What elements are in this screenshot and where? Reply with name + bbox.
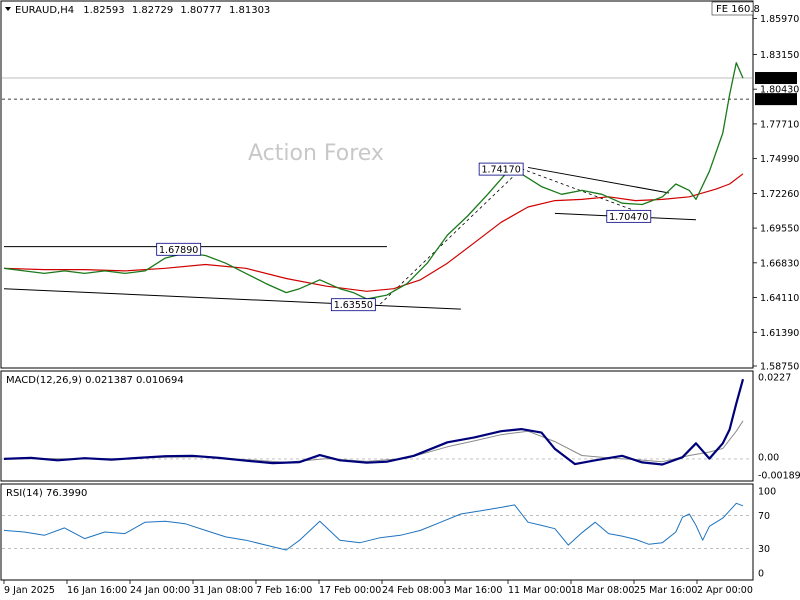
rsi-y-label: 70	[758, 511, 770, 522]
trendline	[527, 166, 670, 194]
price-annotation: 1.74170	[478, 162, 524, 176]
x-tick-label: 18 Mar 08:00	[571, 585, 634, 596]
y-tick-label: 1.77710	[760, 119, 799, 130]
x-tick-label: 24 Jan 00:00	[130, 585, 190, 596]
x-tick-label: 9 Jan 2025	[4, 585, 55, 596]
y-tick-label: 1.85970	[760, 14, 799, 25]
price-tag: 1.81303	[755, 72, 797, 85]
price-line	[3, 62, 744, 300]
x-tick-label: 3 Mar 16:00	[445, 585, 502, 596]
x-tick-label: 2 Apr 00:00	[697, 585, 753, 596]
annotation-text: 1.63550	[334, 300, 373, 311]
y-tick-label: 1.83150	[760, 50, 799, 61]
low-value: 1.80777	[180, 5, 221, 16]
macd-series-layer	[2, 378, 752, 466]
macd-y-label: 0.00	[758, 453, 779, 464]
y-tick-label: 1.80430	[760, 85, 799, 96]
watermark: Action Forex	[248, 141, 384, 166]
rsi-title: RSI(14) 76.3990	[6, 488, 87, 499]
price-tag-text: 1.81303	[758, 74, 797, 85]
rsi-series-layer	[2, 502, 752, 551]
macd-panel	[0, 370, 754, 482]
rsi-y-label: 0	[758, 569, 764, 580]
annotation-text: 1.74170	[481, 165, 520, 176]
x-tick-label: 31 Jan 08:00	[193, 585, 253, 596]
annotation-text: 1.67890	[159, 245, 198, 256]
x-tick-label: 11 Mar 00:00	[508, 585, 571, 596]
x-tick-label: 7 Feb 16:00	[256, 585, 312, 596]
price-annotation: 1.63550	[330, 298, 376, 311]
price-annotation: 1.70470	[606, 209, 652, 223]
annotation-text: 1.70470	[609, 212, 648, 223]
price-tag: 1.79650	[755, 93, 797, 106]
macd-title: MACD(12,26,9) 0.021387 0.010694	[6, 375, 184, 386]
moving-average-line	[3, 173, 744, 292]
x-tick-label: 25 Mar 16:00	[634, 585, 697, 596]
y-tick-label: 1.66830	[760, 258, 799, 269]
y-tick-label: 1.64110	[760, 293, 799, 304]
rsi-line	[3, 502, 744, 551]
svg-text:EURAUD,H4 1.82593: EURAUD,H4 1.82593 1.82729 1.80777 1.8130…	[15, 5, 270, 16]
x-tick-label: 17 Feb 00:00	[319, 585, 381, 596]
symbol-label: EURAUD,H4	[15, 5, 74, 16]
macd-line	[3, 378, 745, 466]
x-tick-label: 24 Feb 08:00	[382, 585, 444, 596]
macd-y-label: -0.00189	[758, 471, 800, 482]
y-tick-label: 1.69550	[760, 224, 799, 235]
rsi-y-label: 100	[758, 487, 776, 498]
y-tick-label: 1.72260	[760, 189, 799, 200]
y-tick-label: 1.74990	[760, 154, 799, 165]
trendline	[379, 168, 522, 305]
y-tick-label: 1.58750	[760, 362, 799, 373]
chart-header: EURAUD,H4 1.82593 1.82729 1.80777 1.8130…	[5, 5, 270, 16]
price-tag-text: 1.79650	[758, 95, 797, 106]
axes-layer: 1.85970 1.83150 1.80430 1.77710 1.74990 1.722…	[3, 14, 800, 596]
rsi-panel	[0, 483, 754, 581]
y-tick-label: 1.61390	[760, 328, 799, 339]
rsi-y-label: 30	[758, 544, 770, 555]
high-value: 1.82729	[132, 5, 173, 16]
fe-badge: FE 160.8	[711, 1, 760, 16]
fe-badge-text: FE 160.8	[716, 4, 760, 15]
main-series-layer: 1.67890 1.63550 1.74170 1.70470	[2, 62, 752, 311]
price-annotation: 1.67890	[156, 242, 202, 256]
open-value: 1.82593	[83, 5, 124, 16]
trendline	[3, 288, 461, 310]
macd-y-label: 0.0227	[758, 373, 791, 384]
close-value: 1.81303	[229, 5, 270, 16]
collapse-triangle-icon[interactable]	[5, 7, 11, 11]
x-tick-label: 16 Jan 16:00	[67, 585, 127, 596]
main-panel	[0, 0, 754, 369]
